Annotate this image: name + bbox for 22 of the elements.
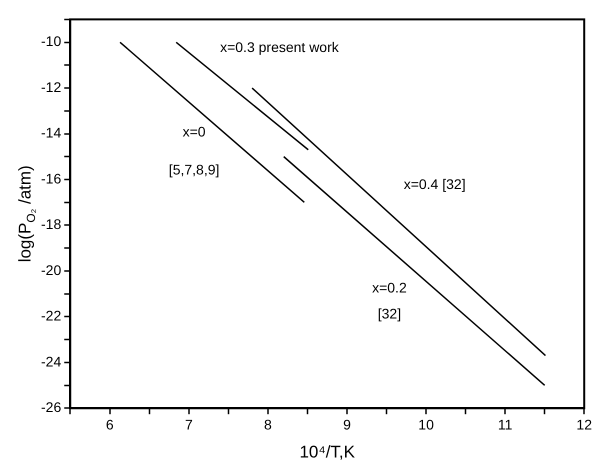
y-tick-label: -18 — [41, 216, 62, 232]
annotation: x=0.2 [32] — [372, 280, 407, 322]
y-axis-title: log(PO₂ /atm) — [16, 165, 38, 262]
x-tick-label: 7 — [184, 416, 193, 432]
y-tick-label: -12 — [41, 78, 62, 95]
y-tick-label: -22 — [41, 308, 62, 324]
text: x=0 [5,7,8,9] — [168, 124, 220, 178]
x-tick-label: 10 — [418, 416, 434, 432]
x-tick-label: 8 — [264, 416, 272, 432]
x-tick-label: 12 — [576, 416, 592, 432]
y-tick-label: -26 — [41, 399, 62, 416]
annotation: x=0.3 present work — [220, 39, 340, 56]
x-tick-label: 11 — [498, 416, 513, 432]
x-axis-title: 10⁴/T,K — [299, 442, 356, 462]
y-tick-label: -20 — [41, 262, 62, 278]
x-tick-label: 9 — [343, 416, 352, 432]
y-tick-label: -14 — [41, 124, 62, 141]
y-tick-label: -10 — [41, 33, 62, 50]
x-tick-label: 6 — [106, 416, 114, 432]
annotation: x=0.4 [32] — [404, 176, 466, 192]
y-tick-label: -16 — [41, 170, 62, 186]
y-tick-label: -24 — [41, 353, 62, 370]
